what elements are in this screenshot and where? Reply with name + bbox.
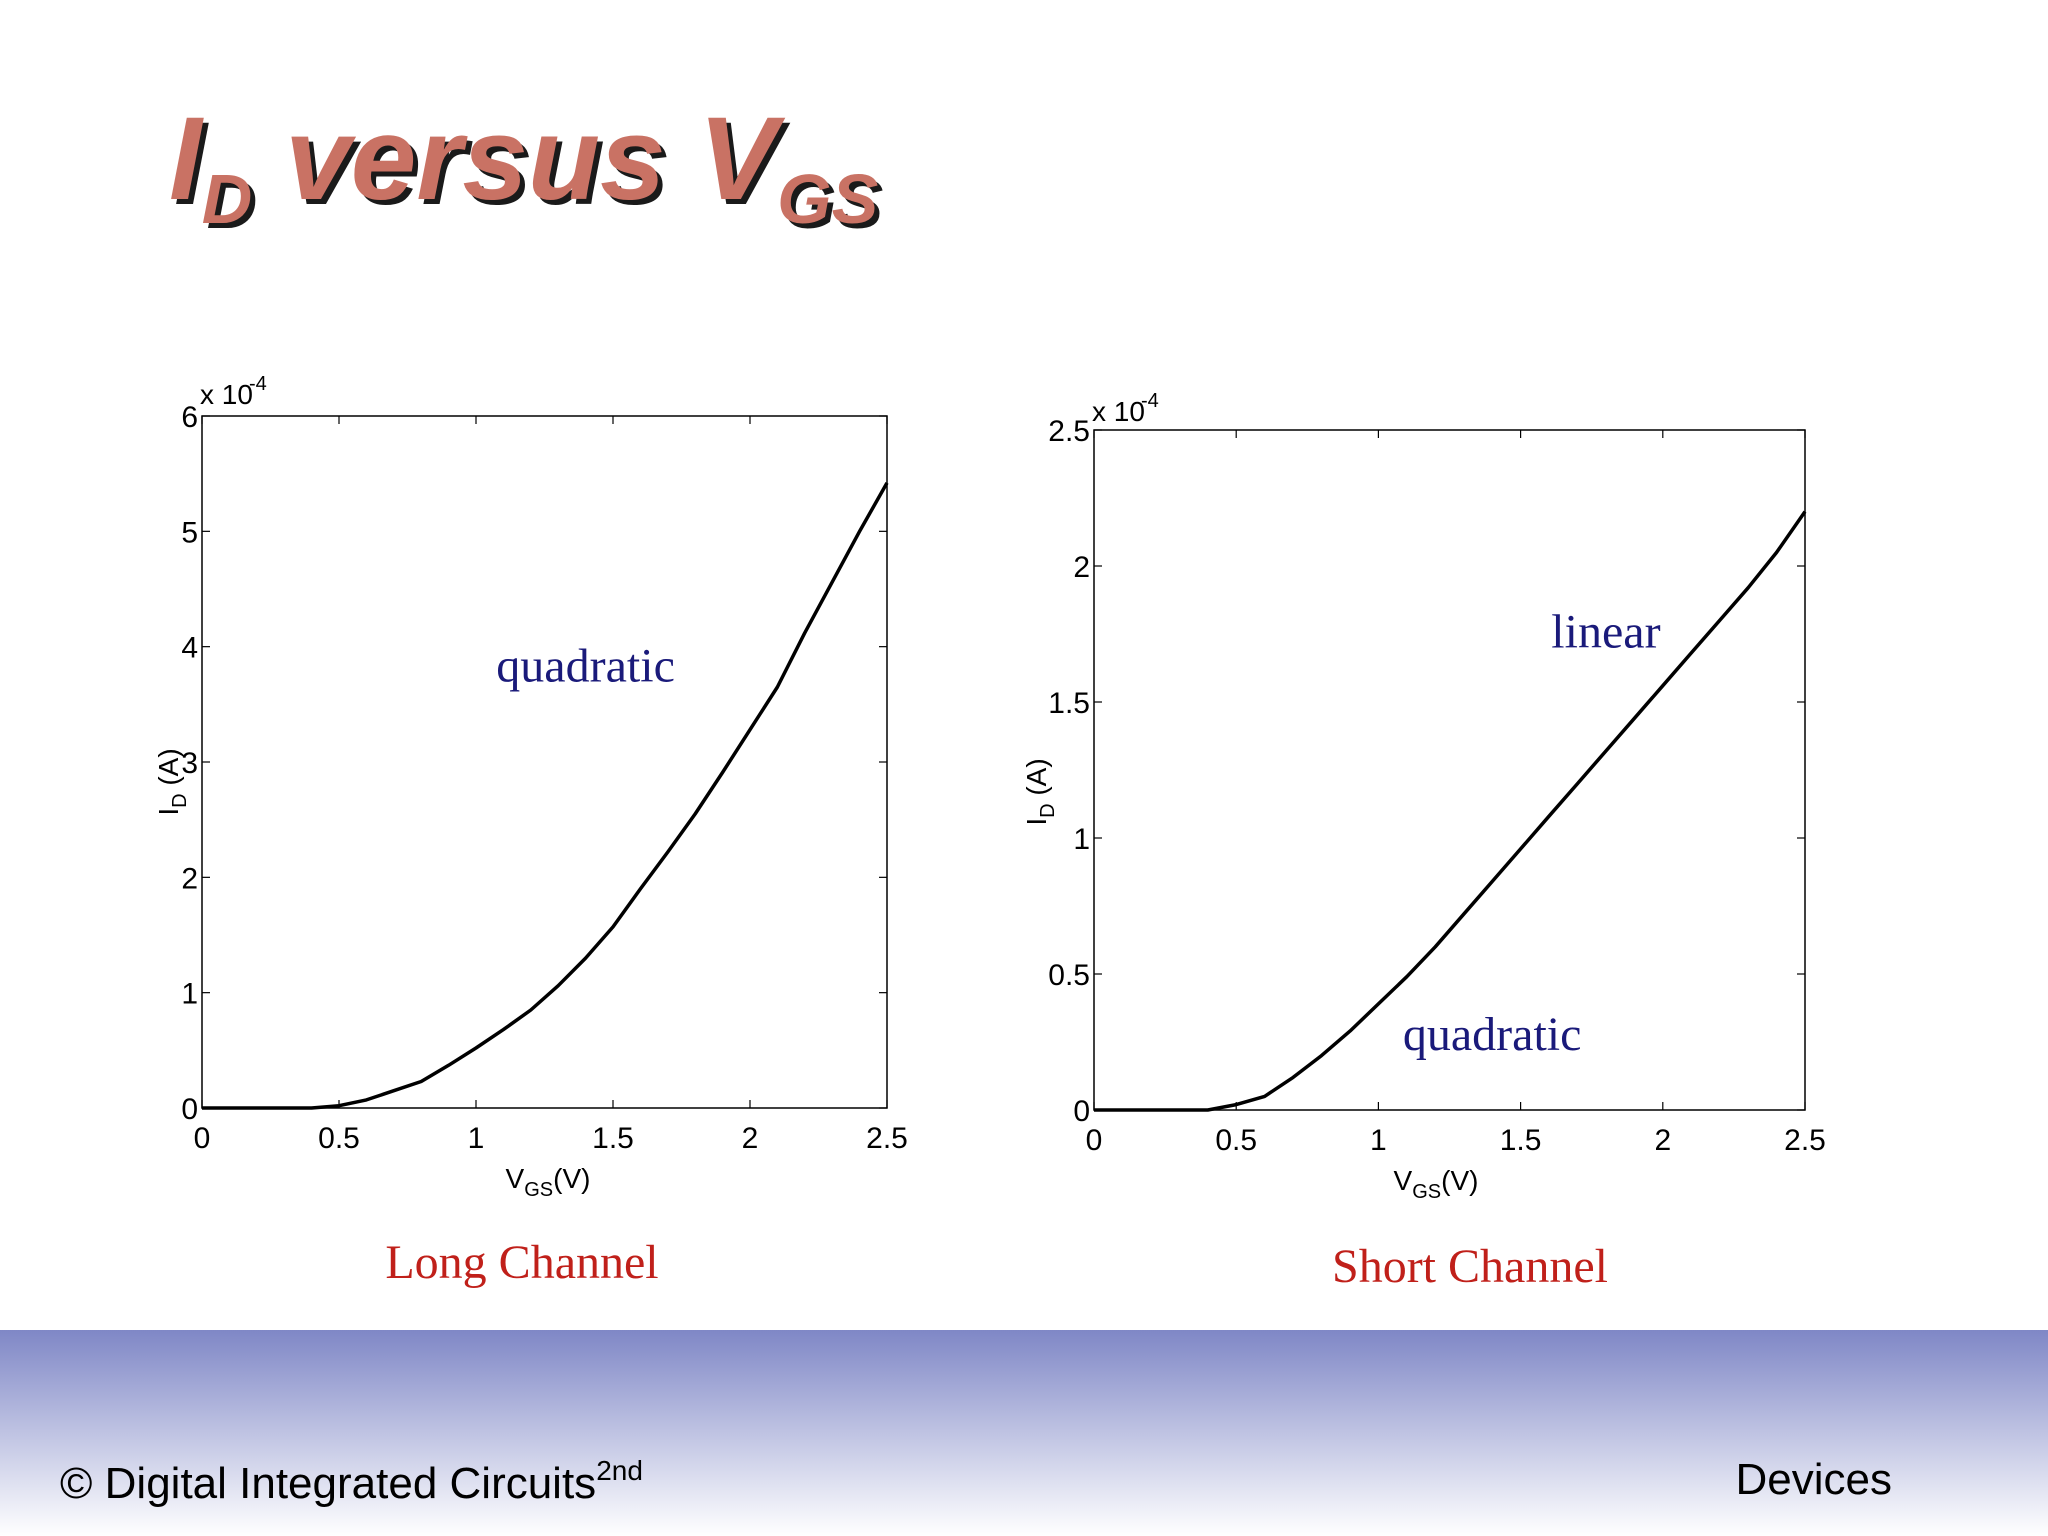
y-tick-label: 2	[181, 862, 198, 895]
x-tick-label: 0.5	[1215, 1124, 1257, 1157]
x-tick-label: 0	[194, 1122, 211, 1155]
footer-band	[0, 1330, 2048, 1536]
x-tick-label: 1	[1370, 1124, 1387, 1157]
y-multiplier: x 10-4	[1092, 390, 1159, 427]
y-tick-label: 5	[181, 516, 198, 549]
plot-frame	[1093, 429, 1806, 1111]
short-channel-chart: x 10-4 ID (A) VGS(V) Short Channel 0 0.5 1…	[1021, 390, 1826, 1293]
title-text: ID versus VGS	[169, 93, 878, 238]
x-axis-label: VGS(V)	[506, 1163, 591, 1201]
x-tick-label: 1.5	[1500, 1124, 1542, 1157]
y-tick-label: 4	[181, 632, 198, 665]
curve-annotation: linear	[1551, 606, 1660, 659]
x-tick-label: 1.5	[592, 1122, 634, 1155]
y-tick-label: 1.5	[1048, 687, 1090, 720]
x-tick-label: 2	[742, 1122, 759, 1155]
x-tick-label: 2	[1654, 1124, 1671, 1157]
x-tick-label: 2.5	[866, 1122, 908, 1155]
x-tick-label: 0.5	[318, 1122, 360, 1155]
y-tick-label: 1	[1073, 823, 1090, 856]
plot-frame	[201, 415, 888, 1109]
long-channel-chart: x 10-4 ID (A) VGS(V) Long Channel 0 0.5 1 1…	[153, 373, 908, 1289]
x-tick-label: 2.5	[1784, 1124, 1826, 1157]
y-tick-label: 6	[181, 401, 198, 434]
title-shadow: ID versus VGS	[174, 98, 883, 243]
footer-copyright: © Digital Integrated Circuits2nd	[60, 1455, 643, 1508]
y-tick-label: 0	[1073, 1095, 1090, 1128]
slide-title: ID versus VGS ID versus VGS	[169, 93, 883, 243]
curve-annotation: quadratic	[496, 639, 675, 692]
y-tick-label: 0	[181, 1093, 198, 1126]
y-tick-label: 3	[181, 747, 198, 780]
chart-caption: Short Channel	[1332, 1240, 1608, 1293]
y-tick-label: 2	[1073, 551, 1090, 584]
x-tick-label: 0	[1086, 1124, 1103, 1157]
chart-caption: Long Channel	[385, 1236, 658, 1289]
y-multiplier: x 10-4	[200, 373, 267, 410]
y-tick-label: 1	[181, 978, 198, 1011]
y-axis-label: ID (A)	[1021, 758, 1059, 825]
x-tick-label: 1	[468, 1122, 485, 1155]
series-line	[202, 482, 889, 1110]
y-tick-label: 2.5	[1048, 415, 1090, 448]
series-line	[1094, 510, 1807, 1112]
curve-annotation: quadratic	[1403, 1008, 1582, 1061]
footer: © Digital Integrated Circuits2nd Devices	[0, 1330, 2048, 1536]
y-axis-label: ID (A)	[153, 748, 191, 815]
x-axis-label: VGS(V)	[1394, 1165, 1479, 1203]
y-tick-label: 0.5	[1048, 959, 1090, 992]
footer-section-label: Devices	[1736, 1455, 1893, 1504]
